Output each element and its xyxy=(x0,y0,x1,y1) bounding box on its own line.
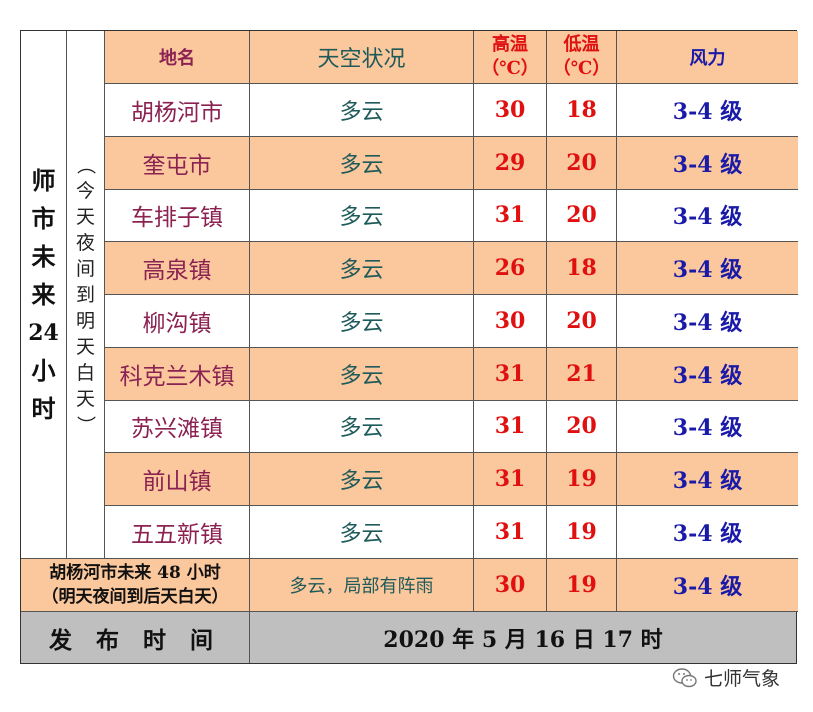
row-name: 五五新镇 xyxy=(105,506,250,559)
header-low: 低温 （℃） xyxy=(547,31,617,84)
row-low: 20 xyxy=(547,295,617,348)
side-subtitle-char: 今 xyxy=(75,179,95,202)
forecast48-line2: （明天夜间到后天白天） xyxy=(41,587,229,607)
side-title-main: 师市未来 24 小时 xyxy=(21,31,67,559)
row-name: 奎屯市 xyxy=(105,136,250,190)
row-low: 20 xyxy=(547,400,617,454)
row-name: 科克兰木镇 xyxy=(105,347,250,401)
row-low: 19 xyxy=(547,453,617,506)
side-subtitle-char: （ xyxy=(74,154,97,175)
side-subtitle-char: 天 xyxy=(75,335,95,358)
row-low: 20 xyxy=(547,136,617,190)
side-title-char: 来 xyxy=(31,279,56,309)
row-wind: 3-4 级 xyxy=(617,84,798,137)
side-subtitle-char: 天 xyxy=(75,387,95,410)
side-subtitle-char: ） xyxy=(74,414,97,435)
header-name: 地名 xyxy=(105,31,250,84)
forecast48-line1: 胡杨河市未来 48 小时 xyxy=(49,563,221,583)
row-name: 前山镇 xyxy=(105,453,250,506)
row-sky: 多云 xyxy=(250,400,474,454)
row-wind: 3-4 级 xyxy=(617,242,798,295)
row-wind: 3-4 级 xyxy=(617,136,798,190)
row-name: 柳沟镇 xyxy=(105,295,250,348)
side-title-char: 师 xyxy=(31,165,56,195)
row-low: 18 xyxy=(547,84,617,137)
row-name: 胡杨河市 xyxy=(105,84,250,137)
row-high: 30 xyxy=(474,84,547,137)
row-high: 31 xyxy=(474,506,547,559)
row-sky: 多云 xyxy=(250,242,474,295)
forecast48-high: 30 xyxy=(474,559,547,612)
row-sky: 多云 xyxy=(250,189,474,243)
row-low: 21 xyxy=(547,347,617,401)
side-subtitle-char: 夜 xyxy=(75,231,95,254)
forecast-table: 师市未来 24 小时 （今天夜间到明天白天） 地名 天空状况 高温 （℃） 低温 （… xyxy=(20,30,798,664)
row-name: 高泉镇 xyxy=(105,242,250,295)
side-title-sub: （今天夜间到明天白天） xyxy=(67,31,105,559)
row-wind: 3-4 级 xyxy=(617,189,798,243)
row-low: 18 xyxy=(547,242,617,295)
row-sky: 多云 xyxy=(250,453,474,506)
row-wind: 3-4 级 xyxy=(617,453,798,506)
row-sky: 多云 xyxy=(250,136,474,190)
forecast48-wind: 3-4 级 xyxy=(617,559,798,612)
publish-time: 2020 年 5 月 16 日 17 时 xyxy=(250,612,796,663)
side-subtitle-char: 天 xyxy=(75,205,95,228)
row-wind: 3-4 级 xyxy=(617,295,798,348)
header-high: 高温 （℃） xyxy=(474,31,547,84)
row-high: 30 xyxy=(474,295,547,348)
row-high: 31 xyxy=(474,400,547,454)
header-low-line2: （℃） xyxy=(552,58,611,79)
row-high: 31 xyxy=(474,189,547,243)
row-name: 苏兴滩镇 xyxy=(105,400,250,454)
header-high-line2: （℃） xyxy=(481,58,539,79)
row-sky: 多云 xyxy=(250,295,474,348)
header-low-line1: 低温 xyxy=(563,34,600,55)
row-low: 19 xyxy=(547,506,617,559)
side-title-char: 24 xyxy=(28,319,59,346)
row-high: 29 xyxy=(474,136,547,190)
row-low: 20 xyxy=(547,189,617,243)
side-subtitle-char: 到 xyxy=(75,283,95,306)
header-sky: 天空状况 xyxy=(250,31,474,84)
row-sky: 多云 xyxy=(250,84,474,137)
row-high: 26 xyxy=(474,242,547,295)
header-high-line1: 高温 xyxy=(492,34,528,55)
forecast48-sky: 多云，局部有阵雨 xyxy=(250,559,474,612)
side-subtitle-char: 间 xyxy=(75,257,95,280)
side-title-char: 市 xyxy=(31,203,56,233)
forecast48-label: 胡杨河市未来 48 小时 （明天夜间到后天白天） xyxy=(21,559,250,612)
side-title-char: 小 xyxy=(31,355,56,385)
wechat-icon xyxy=(672,667,698,689)
row-wind: 3-4 级 xyxy=(617,506,798,559)
row-high: 31 xyxy=(474,347,547,401)
header-wind: 风力 xyxy=(617,31,798,84)
row-wind: 3-4 级 xyxy=(617,347,798,401)
side-title-char: 时 xyxy=(31,393,56,423)
row-high: 31 xyxy=(474,453,547,506)
row-wind: 3-4 级 xyxy=(617,400,798,454)
side-title-char: 未 xyxy=(31,241,56,271)
watermark: 七师气象 xyxy=(672,664,780,691)
watermark-text: 七师气象 xyxy=(704,668,781,690)
side-subtitle-char: 白 xyxy=(75,361,95,384)
row-sky: 多云 xyxy=(250,347,474,401)
row-sky: 多云 xyxy=(250,506,474,559)
publish-label: 发 布 时 间 xyxy=(21,612,250,663)
row-name: 车排子镇 xyxy=(105,189,250,243)
side-subtitle-char: 明 xyxy=(75,309,95,332)
forecast48-low: 19 xyxy=(547,559,617,612)
